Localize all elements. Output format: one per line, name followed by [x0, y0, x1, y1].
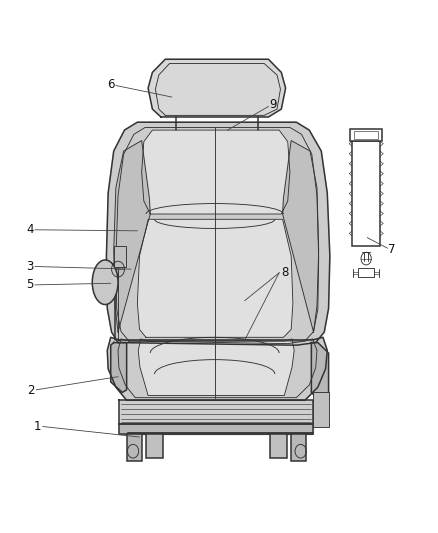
Polygon shape [283, 141, 319, 332]
Polygon shape [119, 424, 313, 434]
FancyBboxPatch shape [291, 434, 306, 461]
Text: 2: 2 [28, 384, 35, 397]
FancyBboxPatch shape [270, 434, 287, 458]
Polygon shape [114, 141, 150, 332]
Polygon shape [119, 400, 313, 424]
Text: 9: 9 [269, 98, 277, 111]
FancyBboxPatch shape [114, 246, 126, 266]
FancyBboxPatch shape [358, 268, 374, 277]
Polygon shape [138, 339, 294, 395]
Polygon shape [106, 122, 330, 345]
Polygon shape [141, 130, 290, 214]
FancyBboxPatch shape [127, 434, 141, 461]
Text: 3: 3 [26, 260, 34, 273]
FancyBboxPatch shape [352, 141, 380, 246]
Text: 5: 5 [26, 278, 34, 292]
Text: 7: 7 [389, 243, 396, 256]
Text: 8: 8 [282, 266, 289, 279]
Polygon shape [311, 343, 328, 403]
Polygon shape [111, 343, 127, 392]
Polygon shape [138, 219, 293, 337]
FancyBboxPatch shape [146, 434, 163, 458]
Polygon shape [107, 337, 327, 400]
Polygon shape [148, 59, 286, 117]
Text: 1: 1 [34, 419, 42, 433]
Text: 6: 6 [107, 78, 115, 91]
Ellipse shape [92, 260, 118, 304]
FancyBboxPatch shape [313, 392, 329, 426]
FancyBboxPatch shape [350, 129, 382, 141]
FancyBboxPatch shape [354, 131, 378, 139]
Text: 4: 4 [26, 223, 34, 236]
